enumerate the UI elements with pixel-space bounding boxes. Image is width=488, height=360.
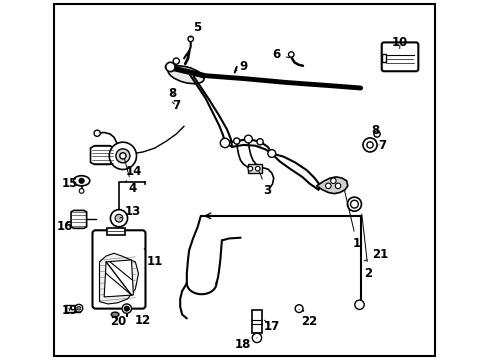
Circle shape: [173, 58, 179, 64]
Circle shape: [244, 135, 252, 143]
Ellipse shape: [168, 66, 203, 84]
Circle shape: [295, 305, 303, 312]
Bar: [247, 165, 262, 173]
Polygon shape: [90, 146, 114, 165]
Text: 11: 11: [144, 248, 162, 267]
Text: 7: 7: [172, 99, 180, 112]
Polygon shape: [99, 253, 138, 304]
Ellipse shape: [73, 176, 90, 186]
Text: 20: 20: [110, 315, 126, 328]
Circle shape: [187, 36, 193, 42]
Bar: [65, 305, 80, 312]
Ellipse shape: [111, 312, 119, 317]
Text: 8: 8: [370, 123, 379, 136]
Text: 8: 8: [168, 87, 176, 100]
Circle shape: [120, 153, 126, 159]
Text: 13: 13: [120, 206, 141, 219]
Circle shape: [335, 183, 340, 189]
Circle shape: [75, 304, 82, 312]
Polygon shape: [71, 210, 86, 228]
Circle shape: [267, 150, 275, 157]
Circle shape: [109, 142, 136, 170]
Circle shape: [252, 333, 261, 343]
Circle shape: [165, 62, 175, 72]
Text: 14: 14: [125, 165, 142, 182]
Circle shape: [354, 300, 364, 309]
Text: 5: 5: [190, 22, 201, 38]
Circle shape: [362, 138, 376, 152]
Circle shape: [247, 166, 252, 171]
Text: 3: 3: [259, 172, 271, 197]
Text: 7: 7: [377, 139, 385, 152]
Text: 18: 18: [235, 338, 257, 351]
FancyBboxPatch shape: [92, 230, 145, 309]
Bar: [107, 228, 124, 235]
Circle shape: [124, 306, 129, 311]
Circle shape: [79, 189, 84, 193]
Circle shape: [110, 210, 127, 227]
Circle shape: [233, 138, 239, 144]
Circle shape: [94, 130, 100, 136]
Text: 16: 16: [57, 220, 73, 233]
Polygon shape: [316, 177, 347, 194]
Circle shape: [288, 52, 293, 57]
Text: 15: 15: [61, 177, 81, 190]
Text: 10: 10: [391, 36, 407, 49]
Text: 2: 2: [361, 214, 372, 280]
Text: 22: 22: [299, 309, 317, 328]
Polygon shape: [104, 260, 133, 297]
Circle shape: [366, 142, 372, 148]
Text: 4: 4: [124, 158, 136, 195]
Circle shape: [346, 197, 361, 211]
Text: 19: 19: [61, 304, 78, 317]
Text: 6: 6: [272, 48, 289, 61]
Circle shape: [77, 306, 81, 310]
Text: 17: 17: [263, 320, 279, 333]
Text: 9: 9: [235, 60, 247, 73]
Circle shape: [122, 304, 131, 313]
Circle shape: [220, 138, 229, 148]
Circle shape: [350, 200, 358, 208]
Circle shape: [255, 166, 260, 171]
Circle shape: [79, 178, 84, 184]
Bar: [251, 310, 262, 333]
Circle shape: [330, 178, 335, 184]
Text: 1: 1: [344, 190, 360, 249]
Circle shape: [115, 214, 122, 222]
Circle shape: [325, 183, 330, 189]
Circle shape: [373, 131, 379, 137]
FancyBboxPatch shape: [381, 42, 418, 71]
Text: 21: 21: [363, 248, 388, 261]
Text: 12: 12: [128, 309, 150, 327]
Circle shape: [116, 149, 130, 163]
Circle shape: [257, 139, 263, 145]
Bar: [381, 54, 385, 62]
